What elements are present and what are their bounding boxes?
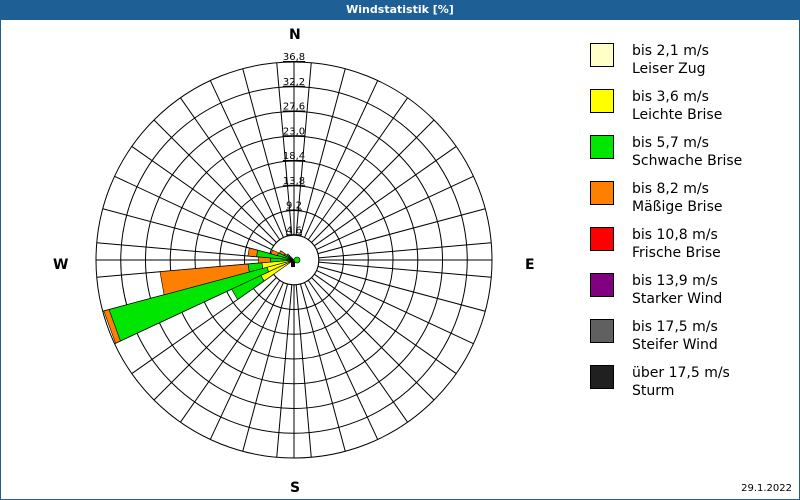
legend-speed: über 17,5 m/s: [632, 365, 730, 381]
legend-speed: bis 17,5 m/s: [632, 319, 718, 335]
legend-speed: bis 10,8 m/s: [632, 227, 718, 243]
legend-speed: bis 3,6 m/s: [632, 89, 709, 105]
compass-east-label: E: [525, 257, 535, 273]
svg-text:18,4: 18,4: [283, 151, 305, 162]
svg-text:23,0: 23,0: [283, 126, 305, 137]
svg-text:13,8: 13,8: [283, 176, 305, 187]
svg-text:36,8: 36,8: [283, 52, 305, 63]
window-title: Windstatistik [%]: [0, 0, 800, 20]
swatch-icon: [590, 273, 614, 297]
swatch-icon: [590, 89, 614, 113]
compass-north-label: N: [289, 27, 301, 43]
svg-text:4,6: 4,6: [286, 225, 302, 236]
legend-speed: bis 13,9 m/s: [632, 273, 718, 289]
legend-speed: bis 8,2 m/s: [632, 181, 709, 197]
legend-name: Schwache Brise: [632, 153, 743, 169]
swatch-icon: [590, 43, 614, 67]
legend-name: Frische Brise: [632, 245, 721, 261]
date-label: 29.1.2022: [741, 483, 792, 494]
swatch-icon: [590, 227, 614, 251]
legend-speed: bis 5,7 m/s: [632, 135, 709, 151]
compass-south-label: S: [290, 480, 301, 496]
legend-speed: bis 2,1 m/s: [632, 43, 709, 59]
swatch-icon: [590, 365, 614, 389]
legend-name: Mäßige Brise: [632, 199, 723, 215]
legend-name: Leiser Zug: [632, 61, 706, 77]
legend-name: Steifer Wind: [632, 337, 718, 353]
swatch-icon: [590, 319, 614, 343]
svg-text:27,6: 27,6: [283, 102, 305, 113]
legend-name: Sturm: [632, 383, 675, 399]
legend-name: Starker Wind: [632, 291, 723, 307]
legend-name: Leichte Brise: [632, 107, 723, 123]
compass-west-label: W: [53, 257, 69, 273]
svg-text:9,2: 9,2: [286, 201, 302, 212]
svg-text:32,2: 32,2: [283, 77, 305, 88]
swatch-icon: [590, 181, 614, 205]
swatch-icon: [590, 135, 614, 159]
